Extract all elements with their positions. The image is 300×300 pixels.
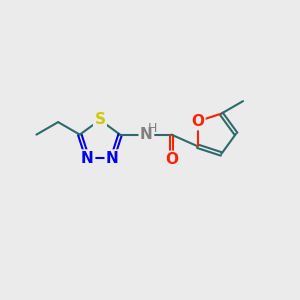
Text: O: O <box>191 114 204 129</box>
Text: N: N <box>140 127 153 142</box>
Text: O: O <box>165 152 178 167</box>
Text: S: S <box>94 112 105 128</box>
Text: N: N <box>81 151 94 166</box>
Text: H: H <box>148 122 158 135</box>
Text: N: N <box>106 151 119 166</box>
